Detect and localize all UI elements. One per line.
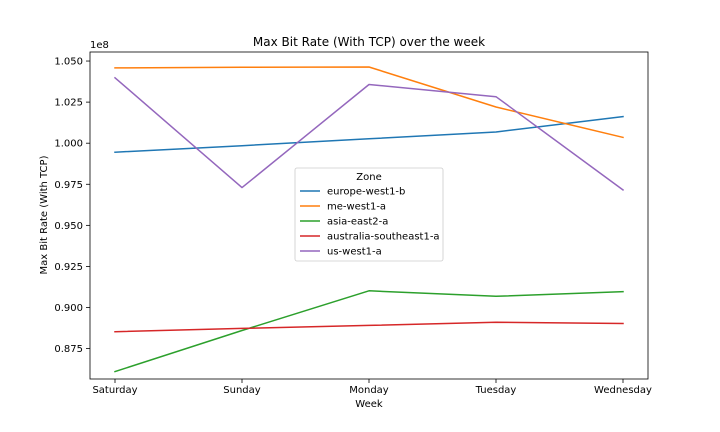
x-tick-label: Monday [349, 385, 389, 396]
x-tick-label: Saturday [92, 385, 137, 396]
y-tick-label: 0.950 [54, 221, 83, 232]
series-line-me-west1-a [114, 66, 624, 139]
y-tick-label: 0.900 [54, 303, 83, 314]
series-line-australia-southeast1-a [114, 321, 624, 333]
legend-label: us-west1-a [327, 247, 382, 258]
series-lines [113, 66, 625, 373]
y-offset-label: 1e8 [90, 40, 109, 51]
y-axis-label: Max Bit Rate (With TCP) [39, 155, 50, 274]
y-tick-label: 0.925 [54, 262, 83, 273]
legend-entries: europe-west1-b me-west1-a asia-east2-a aust… [300, 187, 440, 258]
y-tick-label: 1.050 [54, 57, 83, 68]
legend-label: asia-east2-a [327, 217, 388, 228]
legend-title: Zone [356, 172, 381, 183]
y-tick-label: 1.000 [54, 139, 83, 150]
series-line-us-west1-a [113, 76, 625, 191]
x-tick-label: Sunday [223, 385, 260, 396]
legend-label: europe-west1-b [327, 187, 405, 198]
chart-title: Max Bit Rate (With TCP) over the week [253, 35, 485, 49]
legend-label: me-west1-a [327, 202, 386, 213]
y-tick-label: 0.975 [54, 180, 83, 191]
y-tick-label: 1.025 [54, 98, 83, 109]
legend-label: australia-southeast1-a [327, 232, 440, 243]
legend-box [294, 167, 444, 262]
x-tick-label: Wednesday [594, 385, 652, 396]
legend: Zone europe-west1-b me-west1-a asia-east2-… [294, 167, 444, 262]
x-axis-label: Week [355, 399, 383, 410]
series-line-asia-east2-a [114, 290, 624, 373]
y-tick-label: 0.875 [54, 344, 83, 355]
x-axis: Saturday Sunday Monday Tuesday Wednesday [92, 379, 652, 396]
y-axis: 0.875 0.900 0.925 0.950 0.975 1.000 1.025 1.050 [54, 57, 90, 355]
x-tick-label: Tuesday [475, 385, 517, 396]
